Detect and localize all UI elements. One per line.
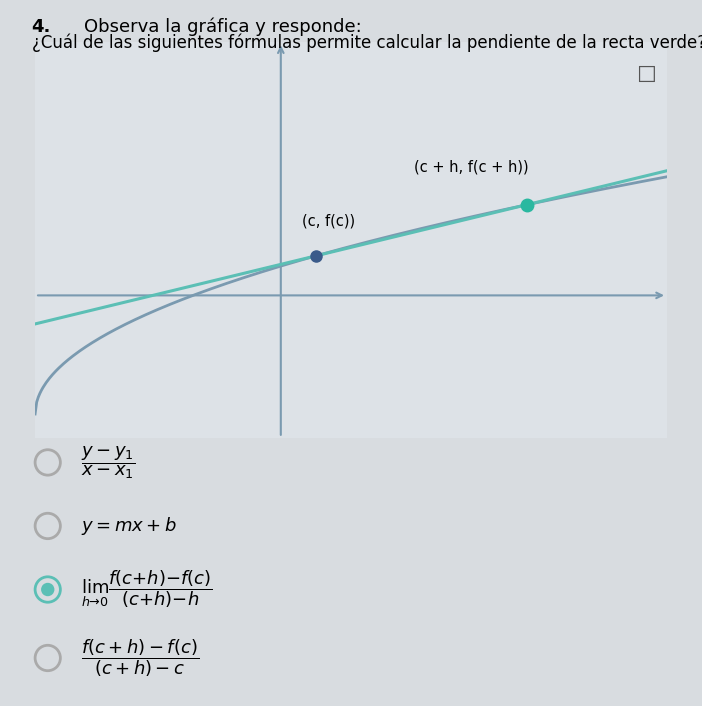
Text: (c, f(c)): (c, f(c)) [302, 213, 355, 228]
Text: $\dfrac{y - y_1}{x - x_1}$: $\dfrac{y - y_1}{x - x_1}$ [81, 444, 135, 481]
Text: $\dfrac{f(c+h) - f(c)}{(c+h) - c}$: $\dfrac{f(c+h) - f(c)}{(c+h) - c}$ [81, 638, 199, 678]
Text: ¿Cuál de las siguientes fórmulas permite calcular la pendiente de la recta verde: ¿Cuál de las siguientes fórmulas permite… [32, 34, 702, 52]
Text: Observa la gráfica y responde:: Observa la gráfica y responde: [84, 18, 362, 36]
Text: $y = mx + b$: $y = mx + b$ [81, 515, 177, 537]
Text: 4.: 4. [32, 18, 51, 35]
Text: ☐: ☐ [636, 66, 656, 86]
Text: $\lim_{h \to 0}\dfrac{f(c+h) - f(c)}{(c+h) - h}$: $\lim_{h \to 0}\dfrac{f(c+h) - f(c)}{(c+… [81, 569, 213, 610]
Text: (c + h, f(c + h)): (c + h, f(c + h)) [414, 160, 529, 175]
